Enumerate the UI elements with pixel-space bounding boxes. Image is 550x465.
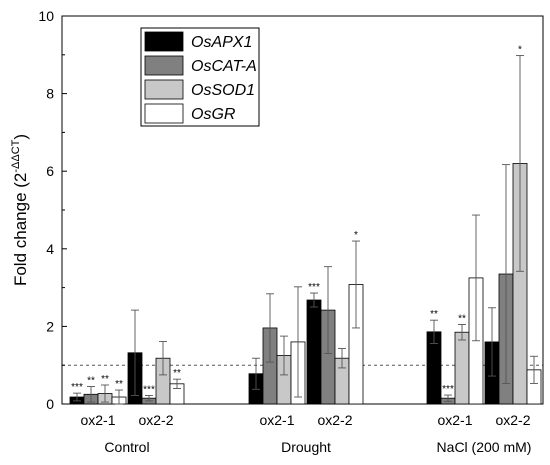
x-tick-label: ox2-1 <box>437 412 472 428</box>
y-tick-label: 8 <box>46 86 54 102</box>
x-tick-label: ox2-2 <box>138 412 173 428</box>
legend-swatch <box>144 79 184 100</box>
legend-swatch <box>144 31 184 52</box>
y-tick-label: 2 <box>46 318 54 334</box>
significance-label: ** <box>115 379 123 390</box>
legend-label: OsGR <box>191 106 236 123</box>
y-axis-label: Fold change (2-ΔΔCT) <box>10 134 30 286</box>
y-tick-label: 10 <box>38 8 54 24</box>
significance-label: * <box>518 45 522 56</box>
y-tick-label: 0 <box>46 396 54 412</box>
legend: OsAPX1 OsCAT-A OsSOD1 OsGR <box>140 27 260 127</box>
x-group-label: Drought <box>281 439 331 455</box>
significance-label: * <box>354 230 358 241</box>
bar <box>454 331 470 405</box>
y-axis-label-close: ) <box>11 134 30 140</box>
bar <box>306 299 322 405</box>
significance-label: ** <box>101 374 109 385</box>
x-tick-label: ox2-2 <box>317 412 352 428</box>
y-tick-label: 6 <box>46 163 54 179</box>
legend-label: OsCAT-A <box>191 58 257 75</box>
x-group-label: Control <box>104 439 149 455</box>
x-group-label: NaCl (200 mM) <box>437 439 532 455</box>
legend-swatch <box>144 103 184 124</box>
significance-label: ** <box>173 368 181 379</box>
legend-swatch <box>144 55 184 76</box>
significance-label: *** <box>442 384 454 395</box>
bars-layer: ***** ** ** ***************** <box>69 45 542 405</box>
significance-label: *** <box>71 382 83 393</box>
x-tick-label: ox2-1 <box>259 412 294 428</box>
y-axis-label-main: Fold change (2 <box>11 173 30 286</box>
significance-label: *** <box>143 384 155 395</box>
legend-label: OsSOD1 <box>191 82 255 99</box>
x-tick-label: ox2-1 <box>80 412 115 428</box>
y-axis-label-exponent: -ΔΔCT <box>10 139 22 172</box>
x-tick-label: ox2-2 <box>495 412 530 428</box>
significance-label: ** <box>458 313 466 324</box>
legend-label: OsAPX1 <box>191 34 252 51</box>
y-tick-label: 4 <box>46 241 54 257</box>
significance-label: ** <box>430 309 438 320</box>
axes: 0 2 4 6 8 10 ox2-1 ox2-2 Control ox2-1 ox2-2 Drough… <box>38 8 544 455</box>
significance-label: *** <box>308 282 320 293</box>
significance-label: ** <box>87 376 95 387</box>
